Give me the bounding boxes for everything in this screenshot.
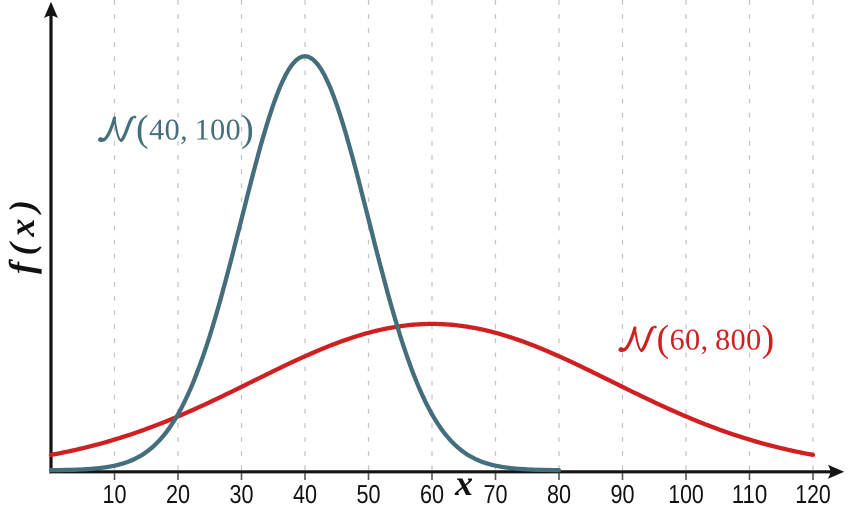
svg-text:70: 70	[484, 479, 508, 509]
svg-text:x: x	[454, 463, 473, 503]
svg-text:80: 80	[547, 479, 571, 509]
svg-text:110: 110	[732, 479, 768, 509]
svg-text:10: 10	[103, 479, 127, 509]
svg-text:20: 20	[166, 479, 190, 509]
svg-text:90: 90	[611, 479, 635, 509]
svg-text:30: 30	[230, 479, 254, 509]
svg-text:120: 120	[795, 479, 831, 509]
svg-text:60: 60	[420, 479, 444, 509]
svg-text:f(x): f(x)	[2, 200, 42, 274]
svg-text:40: 40	[293, 479, 317, 509]
svg-text:50: 50	[357, 479, 381, 509]
svg-text:(60, 800): (60, 800)	[657, 318, 775, 360]
svg-text:(40, 100): (40, 100)	[136, 108, 254, 150]
svg-text:100: 100	[668, 479, 704, 509]
